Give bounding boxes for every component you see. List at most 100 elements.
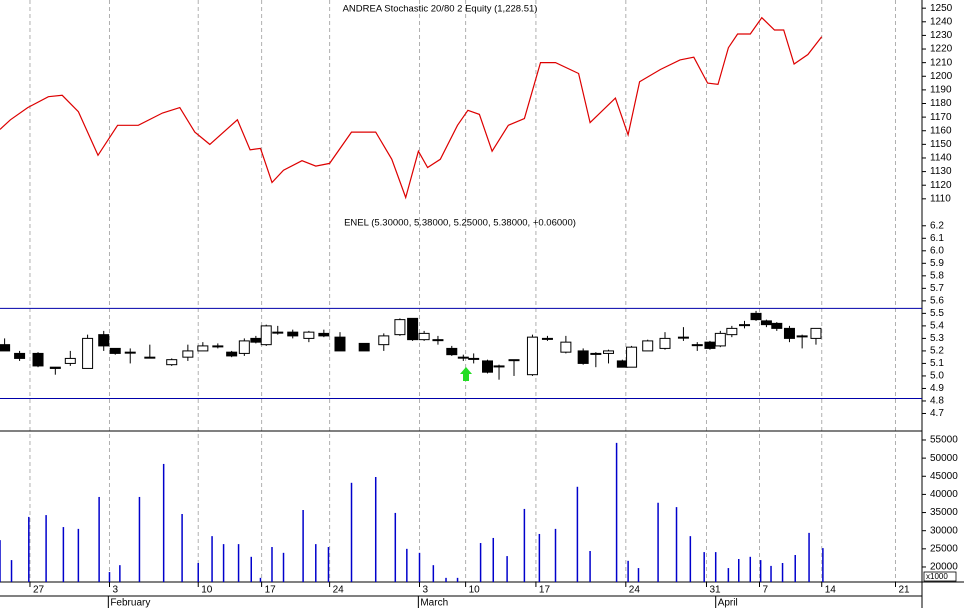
candle-body — [0, 344, 11, 352]
y-tick-label: 1250 — [930, 3, 953, 14]
candle-body — [714, 332, 726, 347]
candle-body — [468, 357, 480, 360]
y-tick-label: 1110 — [930, 193, 951, 204]
y-tick-label: 5.0 — [930, 371, 944, 382]
unit-label: x1000 — [926, 572, 948, 581]
x-tick-label: 10 — [201, 585, 213, 596]
y-tick-label: 1160 — [930, 125, 952, 136]
candle-body — [739, 324, 751, 327]
x-tick-label: 27 — [33, 585, 45, 596]
candle-body — [677, 336, 689, 339]
y-tick-label: 1120 — [930, 180, 952, 191]
y-tick-label: 5.5 — [930, 308, 944, 319]
y-tick-label: 6.0 — [930, 245, 944, 256]
candle-body — [378, 335, 390, 346]
y-tick-label: 5.4 — [930, 321, 944, 332]
candle-body — [98, 334, 110, 347]
candle-body — [659, 337, 671, 349]
candle-body — [260, 325, 272, 346]
candle-body — [32, 352, 44, 367]
y-tick-label: 5.3 — [930, 333, 944, 344]
equity-line — [0, 16, 823, 200]
y-tick-label: 1240 — [930, 16, 953, 27]
candle-body — [394, 319, 406, 336]
candle-body — [771, 322, 783, 329]
x-tick-label: 24 — [333, 585, 345, 596]
candle-body — [810, 327, 822, 339]
y-tick-label: 55000 — [930, 435, 958, 446]
y-tick-label: 5.7 — [930, 283, 944, 294]
candle-body — [577, 350, 589, 364]
panel-title: ENEL (5.30000, 5.38000, 5.25000, 5.38000… — [344, 218, 576, 229]
y-tick-label: 5.1 — [930, 358, 944, 369]
candle-body — [334, 336, 346, 352]
candle-body — [418, 332, 430, 341]
y-tick-label: 4.7 — [930, 408, 944, 419]
y-tick-label: 5.2 — [930, 346, 944, 357]
y-tick-label: 1220 — [930, 44, 953, 55]
y-tick-label: 35000 — [930, 507, 958, 518]
x-tick-label: 24 — [629, 585, 641, 596]
y-tick-label: 50000 — [930, 453, 958, 464]
y-tick-label: 1210 — [930, 57, 953, 68]
x-tick-label: 21 — [898, 585, 910, 596]
candle-body — [64, 357, 76, 364]
candle-body — [226, 351, 238, 357]
candle-body — [457, 356, 469, 359]
candle-body — [82, 337, 94, 369]
y-tick-label: 45000 — [930, 471, 958, 482]
candle-body — [124, 351, 136, 354]
candle-body — [783, 327, 795, 339]
x-tick-label: 3 — [112, 585, 118, 596]
y-tick-label: 1170 — [930, 112, 952, 123]
candle-body — [642, 340, 654, 352]
y-tick-label: 5.8 — [930, 270, 944, 281]
candle-body — [760, 320, 772, 326]
x-tick-label: 31 — [709, 585, 721, 596]
candle-body — [626, 346, 638, 368]
candle-body — [560, 341, 572, 353]
y-tick-label: 1200 — [930, 71, 953, 82]
y-tick-label: 1190 — [930, 85, 952, 96]
month-label: April — [718, 598, 738, 608]
month-label: March — [420, 598, 448, 608]
x-tick-label: 14 — [825, 585, 837, 596]
y-tick-label: 1130 — [930, 166, 952, 177]
candle-body — [318, 332, 330, 337]
candle-body — [272, 331, 284, 334]
y-tick-label: 4.8 — [930, 396, 944, 407]
y-tick-label: 6.2 — [930, 220, 944, 231]
candle-body — [446, 347, 458, 356]
unit-box — [923, 571, 957, 582]
candle-body — [726, 327, 738, 336]
candle-body — [432, 339, 444, 342]
candle-body — [182, 350, 194, 358]
candle-body — [303, 331, 315, 339]
candle-body — [750, 312, 762, 321]
y-tick-label: 40000 — [930, 489, 958, 500]
candle-body — [109, 347, 121, 354]
panel-title: ANDREA Stochastic 20/80 2 Equity (1,228.… — [343, 4, 538, 15]
candle-body — [14, 352, 26, 359]
candle-body — [590, 352, 602, 355]
candle-body — [704, 341, 716, 349]
candle-body — [49, 366, 61, 369]
y-tick-label: 30000 — [930, 525, 958, 536]
candle-body — [407, 317, 419, 341]
candle-body — [541, 337, 553, 340]
candle-body — [238, 340, 250, 354]
y-tick-label: 6.1 — [930, 233, 944, 244]
candle-body — [526, 336, 538, 376]
y-tick-label: 25000 — [930, 543, 958, 554]
candle-body — [144, 356, 156, 359]
y-tick-label: 5.9 — [930, 258, 944, 269]
y-tick-label: 1150 — [930, 139, 952, 150]
y-tick-label: 20000 — [930, 562, 958, 573]
buy-signal-arrow — [460, 367, 472, 381]
candle-body — [691, 344, 703, 347]
candle-body — [493, 365, 505, 368]
candle-body — [197, 345, 209, 352]
